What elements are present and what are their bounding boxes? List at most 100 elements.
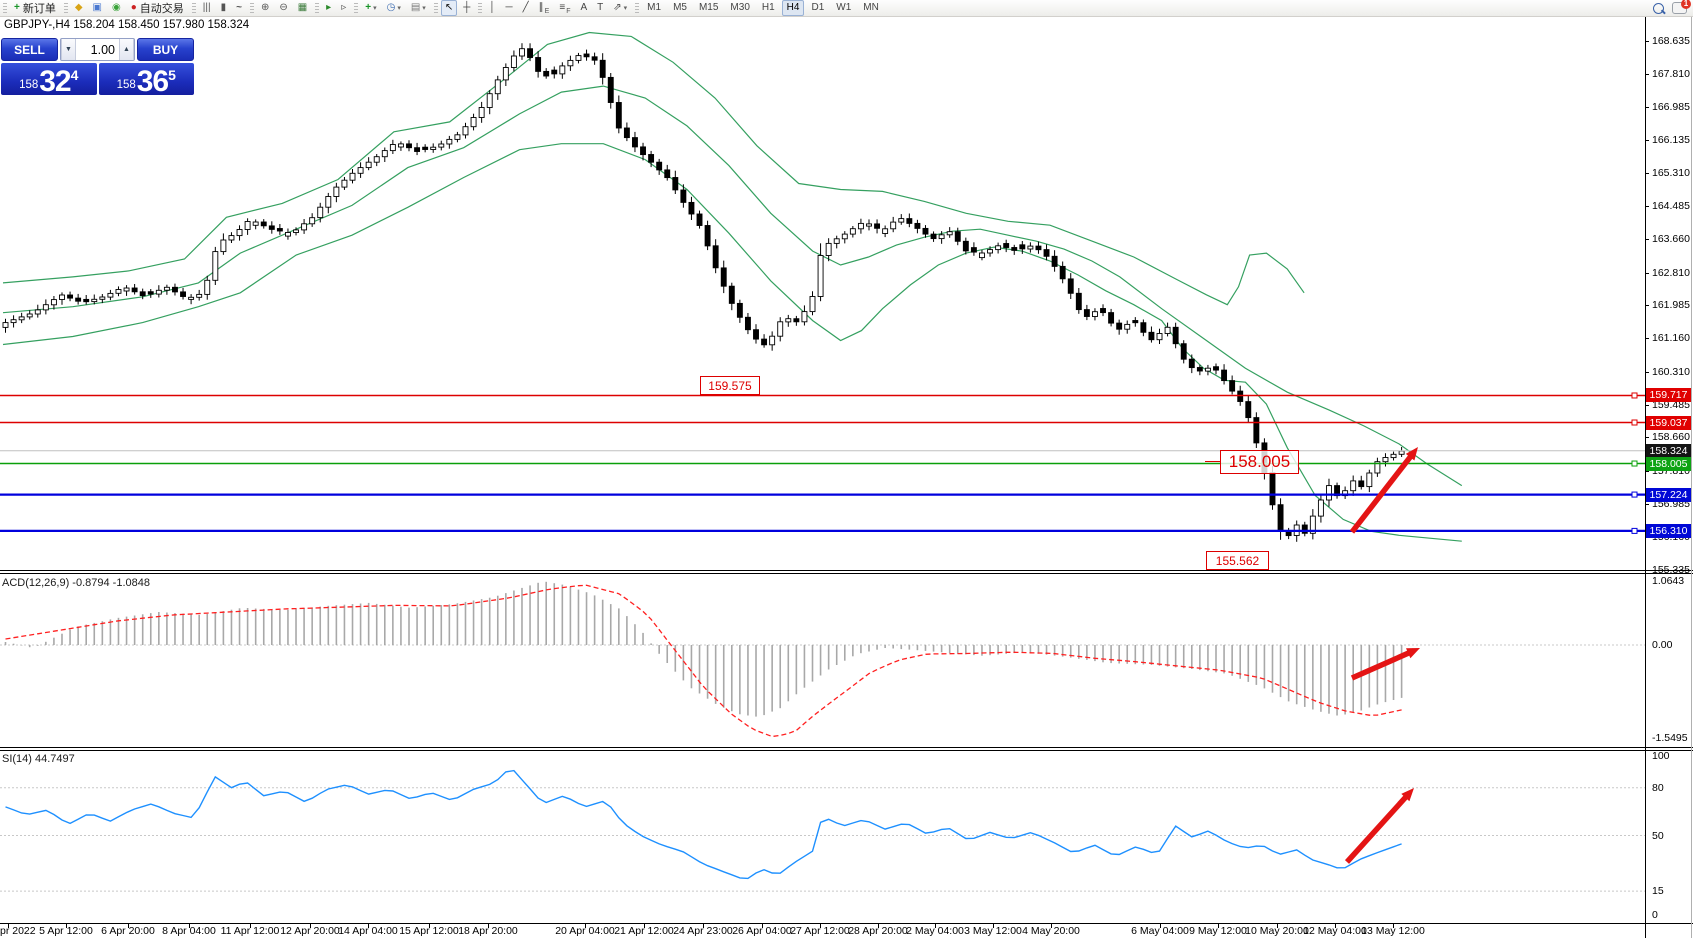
trend-arrow[interactable] xyxy=(1349,450,1416,534)
indicators-button[interactable]: + ▾ xyxy=(361,0,380,16)
templates-button[interactable]: ▤ ▾ xyxy=(407,0,430,16)
tile-windows-button[interactable]: ▦ xyxy=(294,0,311,16)
indicators-icon: + xyxy=(365,2,372,13)
candlestick-button[interactable]: ▮ xyxy=(217,0,231,16)
equidistant-channel-icon: ∥ xyxy=(538,2,544,13)
metaeditor-icon: ◆ xyxy=(74,2,83,13)
hline-handle[interactable] xyxy=(1631,419,1638,426)
text-label-button[interactable]: T xyxy=(593,0,607,16)
buy-button[interactable]: BUY xyxy=(137,38,194,61)
bollinger-bands xyxy=(2,31,1463,542)
cursor-button[interactable]: ↖ xyxy=(440,0,458,16)
bid-price-main: 32 xyxy=(39,65,71,98)
period-m15-button[interactable]: M15 xyxy=(698,2,719,13)
period-d1-button[interactable]: D1 xyxy=(811,2,825,13)
hline-handle[interactable] xyxy=(1631,460,1638,467)
arrows-button[interactable]: ⇗ ▾ xyxy=(609,0,631,16)
zoom-out-icon: ⊖ xyxy=(279,2,288,13)
bid-price[interactable]: 158 32 4 xyxy=(1,63,97,98)
metaeditor-button[interactable]: ◆ xyxy=(71,0,87,16)
fibonacci-button[interactable]: ≡ F xyxy=(559,2,571,15)
text-icon: A xyxy=(580,2,588,13)
period-m5-button[interactable]: M5 xyxy=(673,2,687,13)
charts-window-button[interactable]: ▣ xyxy=(89,0,106,16)
chevron-down-icon[interactable]: ▾ xyxy=(397,5,401,12)
chart-shift-button[interactable]: ▹ xyxy=(337,0,350,16)
bar-chart-button[interactable]: ||| xyxy=(199,0,215,16)
crosshair-icon: ┼ xyxy=(463,2,471,13)
trend-arrow-head[interactable] xyxy=(1406,648,1420,659)
bid-price-pip: 4 xyxy=(70,67,79,83)
toolbar-grip xyxy=(315,2,320,14)
rsi-line xyxy=(5,769,1402,880)
chart-shift-icon: ▹ xyxy=(341,2,347,13)
ask-price-main: 36 xyxy=(136,65,169,98)
search-icon[interactable] xyxy=(1653,2,1664,14)
chart-title: GBPJPY-,H4 158.204 158.450 157.980 158.3… xyxy=(4,19,250,31)
equidistant-channel-button[interactable]: ∥ E xyxy=(538,2,550,15)
volume-increase-button[interactable]: ▲ xyxy=(119,39,134,60)
notification-badge: 1 xyxy=(1681,0,1691,9)
trend-arrow-head[interactable] xyxy=(1401,788,1414,802)
bar-chart-icon: ||| xyxy=(202,2,211,13)
period-h4-button[interactable]: H4 xyxy=(781,0,805,16)
volume-stepper: ▼ ▲ xyxy=(60,38,135,61)
candlestick-icon: ▮ xyxy=(220,2,227,13)
candles xyxy=(2,43,1405,542)
ask-price[interactable]: 158 36 5 xyxy=(98,63,194,98)
timeframes-button[interactable]: ◷ ▾ xyxy=(383,0,405,16)
toolbar-grip xyxy=(433,2,438,14)
arrows-icon: ⇗ xyxy=(613,2,622,13)
period-h1-button[interactable]: H1 xyxy=(761,2,775,13)
period-mn-button[interactable]: MN xyxy=(863,2,879,13)
toolbar-grip xyxy=(478,2,483,14)
tile-windows-icon: ▦ xyxy=(297,2,308,13)
vertical-line-button[interactable]: │ xyxy=(485,0,499,16)
signals-button[interactable]: ◉ xyxy=(108,0,125,16)
period-w1-button[interactable]: W1 xyxy=(836,2,852,13)
hline-handle[interactable] xyxy=(1631,491,1638,498)
new-order-icon: + xyxy=(14,2,20,13)
text-button[interactable]: A xyxy=(576,0,591,16)
line-chart-button[interactable]: ~ xyxy=(232,0,246,16)
trendline-button[interactable]: ╱ xyxy=(519,0,533,16)
volume-input[interactable] xyxy=(76,39,119,60)
trend-arrow-head[interactable] xyxy=(1405,447,1418,461)
cursor-icon: ↖ xyxy=(444,2,454,13)
chevron-down-icon[interactable]: ▾ xyxy=(623,5,628,12)
toolbar: + 新订单 ◆ ▣ ◉ ● 自动交易 ||| ▮ ~ ⊕ ⊖ ▦ ▸ ▹ + ▾ ◷ ▾ ▤ ▾ ↖ ┼ │ ─ ╱ ∥ E ≡ F A T ⇗… xyxy=(0,0,1693,17)
trend-arrow[interactable] xyxy=(1344,791,1412,864)
hline-handle[interactable] xyxy=(1631,392,1638,399)
hline-handle[interactable] xyxy=(1631,527,1638,534)
signals-icon: ◉ xyxy=(112,2,121,13)
chevron-down-icon[interactable]: ▾ xyxy=(422,5,426,12)
fibonacci-icon: ≡ xyxy=(559,2,566,13)
templates-icon: ▤ xyxy=(410,2,421,13)
charts-window-icon: ▣ xyxy=(92,2,102,13)
new-order-button[interactable]: + 新订单 xyxy=(10,0,60,16)
sell-button[interactable]: SELL xyxy=(1,38,58,61)
chevron-down-icon[interactable]: ▾ xyxy=(373,5,377,12)
macd-signal-line xyxy=(5,584,1402,738)
bid-price-prefix: 158 xyxy=(19,79,39,91)
toolbar-grip xyxy=(3,2,7,14)
rsi-indicator-label: SI(14) 44.7497 xyxy=(2,753,75,765)
volume-decrease-button[interactable]: ▼ xyxy=(61,39,76,60)
toolbar-grip xyxy=(63,2,68,14)
period-m30-button[interactable]: M30 xyxy=(730,2,750,13)
ask-price-prefix: 158 xyxy=(116,79,136,91)
auto-scroll-button[interactable]: ▸ xyxy=(322,0,335,16)
trendline-icon: ╱ xyxy=(522,2,529,13)
autotrading-label: 自动交易 xyxy=(139,3,184,15)
zoom-out-button[interactable]: ⊖ xyxy=(275,0,291,16)
zoom-in-button[interactable]: ⊕ xyxy=(257,0,273,16)
autotrading-button[interactable]: ● 自动交易 xyxy=(127,0,188,16)
chat-icon[interactable]: 1 xyxy=(1672,0,1691,14)
crosshair-button[interactable]: ┼ xyxy=(459,0,474,16)
toolbar-grip xyxy=(354,2,359,14)
period-m1-button[interactable]: M1 xyxy=(647,2,662,13)
trend-arrow[interactable] xyxy=(1350,648,1415,681)
horizontal-line-button[interactable]: ─ xyxy=(502,0,517,16)
